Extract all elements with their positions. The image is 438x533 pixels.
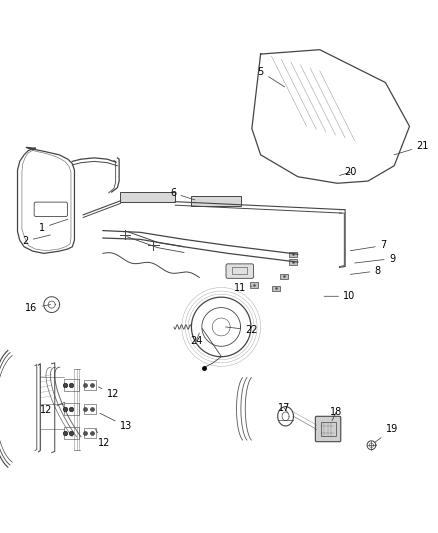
- FancyBboxPatch shape: [191, 197, 241, 206]
- Text: 7: 7: [350, 240, 386, 251]
- Text: 19: 19: [374, 424, 398, 442]
- FancyBboxPatch shape: [250, 282, 258, 288]
- Text: 24: 24: [190, 333, 202, 346]
- FancyBboxPatch shape: [120, 192, 175, 201]
- Text: 20: 20: [339, 167, 357, 177]
- Text: 22: 22: [226, 325, 258, 335]
- FancyBboxPatch shape: [289, 260, 297, 265]
- Text: 12: 12: [40, 402, 65, 415]
- Text: 9: 9: [355, 254, 395, 264]
- Text: 5: 5: [258, 67, 285, 87]
- Text: 18: 18: [330, 407, 343, 421]
- FancyBboxPatch shape: [315, 416, 341, 442]
- Text: 2: 2: [22, 235, 50, 246]
- Text: 12: 12: [95, 430, 110, 448]
- Text: 13: 13: [100, 413, 132, 431]
- Text: 8: 8: [350, 266, 381, 276]
- Text: 6: 6: [170, 188, 195, 200]
- Text: 21: 21: [394, 141, 429, 155]
- Text: 10: 10: [324, 291, 356, 301]
- Text: 1: 1: [39, 219, 68, 233]
- Text: 12: 12: [99, 387, 119, 399]
- Text: 11: 11: [234, 282, 252, 293]
- FancyBboxPatch shape: [272, 286, 280, 292]
- Text: 17: 17: [278, 402, 290, 413]
- FancyBboxPatch shape: [226, 264, 254, 278]
- Text: 16: 16: [25, 303, 50, 313]
- FancyBboxPatch shape: [280, 273, 288, 279]
- FancyBboxPatch shape: [289, 252, 297, 257]
